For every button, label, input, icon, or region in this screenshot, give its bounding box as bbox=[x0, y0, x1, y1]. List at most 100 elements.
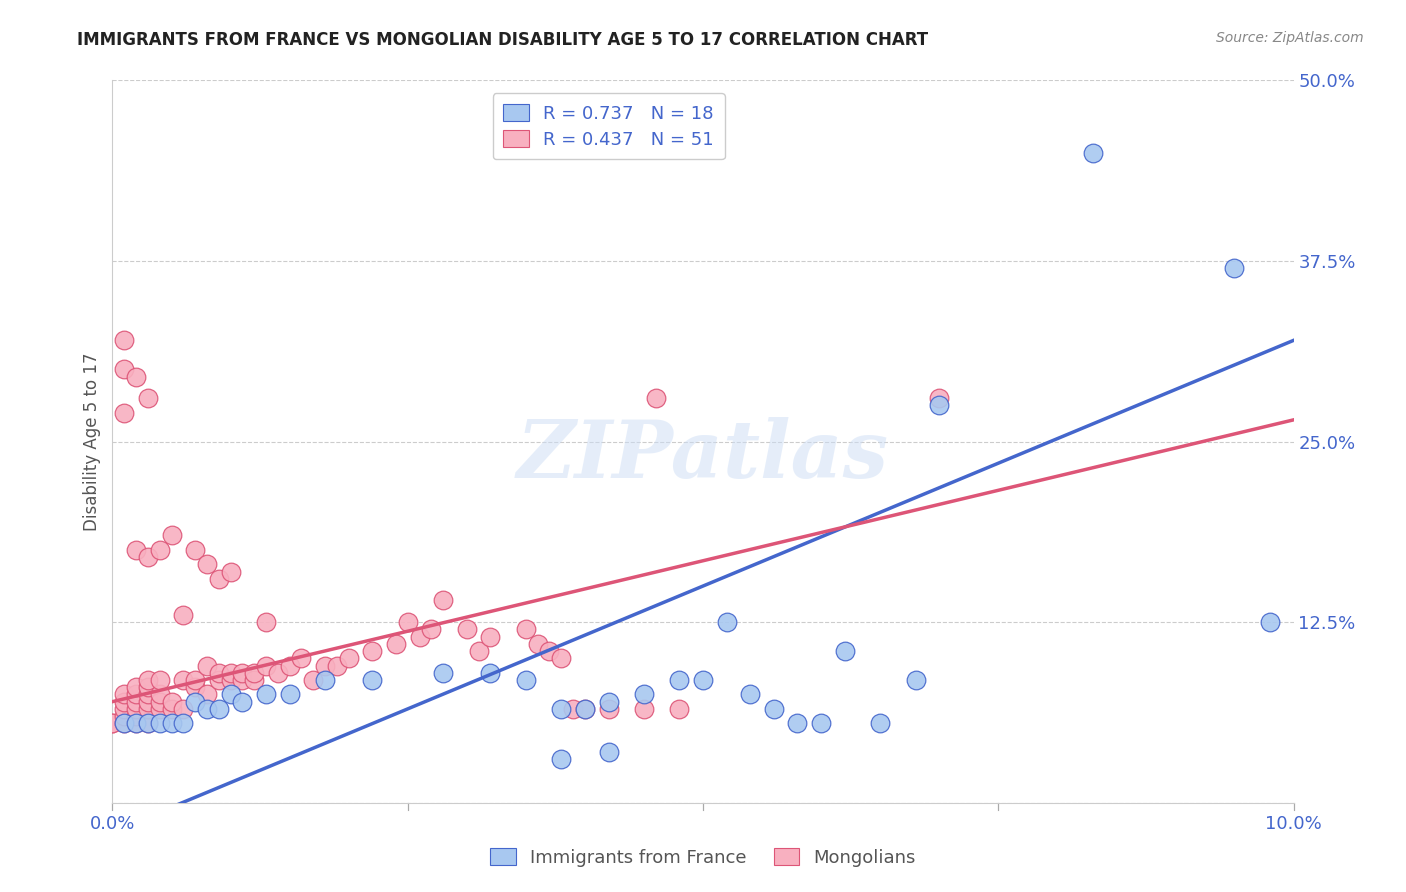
Point bbox=[125, 687, 148, 701]
Point bbox=[550, 752, 572, 766]
Point bbox=[467, 644, 489, 658]
Point bbox=[598, 695, 620, 709]
Point bbox=[479, 630, 502, 644]
Point bbox=[692, 673, 714, 687]
Y-axis label: Disability Age 5 to 17: Disability Age 5 to 17 bbox=[83, 352, 101, 531]
Point bbox=[136, 687, 159, 701]
Point bbox=[231, 665, 253, 680]
Point bbox=[112, 406, 135, 420]
Point bbox=[302, 673, 325, 687]
Point bbox=[278, 658, 301, 673]
Point bbox=[195, 687, 218, 701]
Point bbox=[515, 673, 537, 687]
Point bbox=[254, 687, 277, 701]
Point bbox=[219, 673, 242, 687]
Point bbox=[172, 607, 194, 622]
Point bbox=[716, 615, 738, 630]
Point bbox=[432, 593, 454, 607]
Point bbox=[668, 702, 690, 716]
Point bbox=[101, 716, 124, 731]
Point bbox=[267, 665, 290, 680]
Point bbox=[149, 687, 172, 701]
Point bbox=[904, 673, 927, 687]
Point bbox=[195, 558, 218, 572]
Point bbox=[538, 644, 561, 658]
Point bbox=[160, 695, 183, 709]
Point bbox=[574, 702, 596, 716]
Point bbox=[136, 391, 159, 405]
Point bbox=[361, 673, 384, 687]
Point bbox=[160, 716, 183, 731]
Point bbox=[869, 716, 891, 731]
Point bbox=[231, 673, 253, 687]
Point bbox=[1223, 261, 1246, 276]
Point bbox=[408, 630, 430, 644]
Point bbox=[208, 665, 231, 680]
Point bbox=[479, 665, 502, 680]
Point bbox=[740, 687, 762, 701]
Point bbox=[361, 644, 384, 658]
Point bbox=[928, 398, 950, 412]
Text: ZIPatlas: ZIPatlas bbox=[517, 417, 889, 495]
Point bbox=[136, 702, 159, 716]
Point bbox=[243, 665, 266, 680]
Point bbox=[112, 687, 135, 701]
Point bbox=[125, 702, 148, 716]
Point bbox=[172, 673, 194, 687]
Point bbox=[136, 550, 159, 565]
Point bbox=[385, 637, 408, 651]
Point bbox=[125, 716, 148, 731]
Point bbox=[112, 716, 135, 731]
Point bbox=[337, 651, 360, 665]
Point bbox=[254, 615, 277, 630]
Point bbox=[112, 362, 135, 376]
Text: Source: ZipAtlas.com: Source: ZipAtlas.com bbox=[1216, 31, 1364, 45]
Point bbox=[184, 680, 207, 694]
Point bbox=[396, 615, 419, 630]
Point bbox=[810, 716, 832, 731]
Point bbox=[526, 637, 548, 651]
Point bbox=[195, 658, 218, 673]
Point bbox=[160, 702, 183, 716]
Point bbox=[786, 716, 808, 731]
Point bbox=[125, 369, 148, 384]
Point bbox=[326, 658, 349, 673]
Point bbox=[112, 709, 135, 723]
Point bbox=[562, 702, 585, 716]
Point bbox=[136, 673, 159, 687]
Point bbox=[112, 702, 135, 716]
Point bbox=[231, 695, 253, 709]
Point bbox=[574, 702, 596, 716]
Point bbox=[195, 702, 218, 716]
Point bbox=[112, 716, 135, 731]
Point bbox=[456, 623, 478, 637]
Point bbox=[598, 702, 620, 716]
Legend: R = 0.737   N = 18, R = 0.437   N = 51: R = 0.737 N = 18, R = 0.437 N = 51 bbox=[492, 93, 724, 160]
Point bbox=[598, 745, 620, 759]
Point bbox=[160, 528, 183, 542]
Point bbox=[314, 658, 336, 673]
Point bbox=[125, 680, 148, 694]
Point bbox=[219, 565, 242, 579]
Point bbox=[172, 702, 194, 716]
Point bbox=[834, 644, 856, 658]
Point bbox=[314, 673, 336, 687]
Point bbox=[762, 702, 785, 716]
Point bbox=[928, 391, 950, 405]
Point bbox=[149, 542, 172, 557]
Point bbox=[149, 716, 172, 731]
Point bbox=[149, 673, 172, 687]
Point bbox=[219, 665, 242, 680]
Point bbox=[633, 702, 655, 716]
Point bbox=[1081, 145, 1104, 160]
Point bbox=[125, 716, 148, 731]
Point bbox=[149, 695, 172, 709]
Point bbox=[278, 687, 301, 701]
Point bbox=[184, 673, 207, 687]
Point bbox=[136, 716, 159, 731]
Point bbox=[184, 695, 207, 709]
Point bbox=[432, 665, 454, 680]
Point bbox=[208, 673, 231, 687]
Point bbox=[219, 687, 242, 701]
Point bbox=[136, 695, 159, 709]
